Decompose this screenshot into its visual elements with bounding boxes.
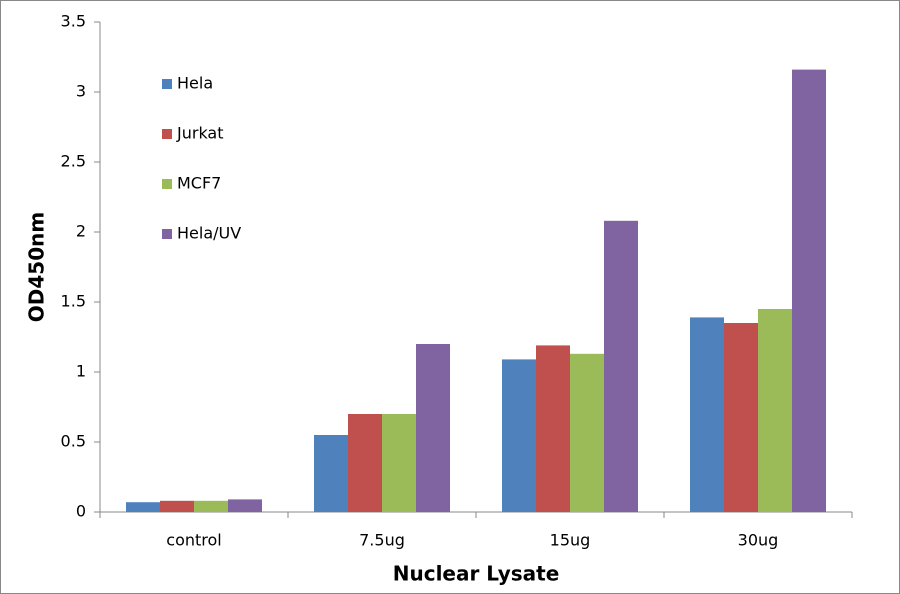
- bar: [348, 414, 382, 512]
- legend-swatch: [162, 129, 172, 139]
- bar: [536, 345, 570, 512]
- y-tick-label: 1.5: [61, 292, 86, 311]
- bar: [570, 353, 604, 512]
- y-tick-label: 0.5: [61, 432, 86, 451]
- bar: [228, 499, 262, 512]
- x-tick-label: 7.5ug: [359, 531, 405, 550]
- x-tick-label: control: [166, 531, 221, 550]
- bar: [758, 309, 792, 512]
- bar: [416, 344, 450, 512]
- y-tick-label: 2: [76, 222, 86, 241]
- bar: [314, 435, 348, 512]
- y-tick-label: 3.5: [61, 12, 86, 31]
- bar: [382, 414, 416, 512]
- bar: [604, 220, 638, 513]
- legend-swatch: [162, 229, 172, 239]
- bar: [690, 317, 724, 512]
- legend-label: Hela: [177, 74, 213, 93]
- legend-label: MCF7: [177, 174, 221, 193]
- x-tick-label: 15ug: [550, 531, 591, 550]
- y-tick-label: 3: [76, 82, 86, 101]
- bar: [792, 69, 826, 512]
- bar: [724, 323, 758, 512]
- y-tick-label: 2.5: [61, 152, 86, 171]
- legend-label: Jurkat: [176, 124, 224, 143]
- x-tick-label: 30ug: [738, 531, 779, 550]
- legend-label: Hela/UV: [177, 224, 241, 243]
- bar: [194, 500, 228, 512]
- bar: [502, 359, 536, 512]
- bar: [160, 500, 194, 512]
- bar: [126, 502, 160, 512]
- y-tick-label: 1: [76, 362, 86, 381]
- y-axis-title: OD450nm: [25, 212, 49, 322]
- legend-swatch: [162, 79, 172, 89]
- y-tick-label: 0: [76, 502, 86, 521]
- x-axis-title: Nuclear Lysate: [393, 562, 560, 586]
- legend-swatch: [162, 179, 172, 189]
